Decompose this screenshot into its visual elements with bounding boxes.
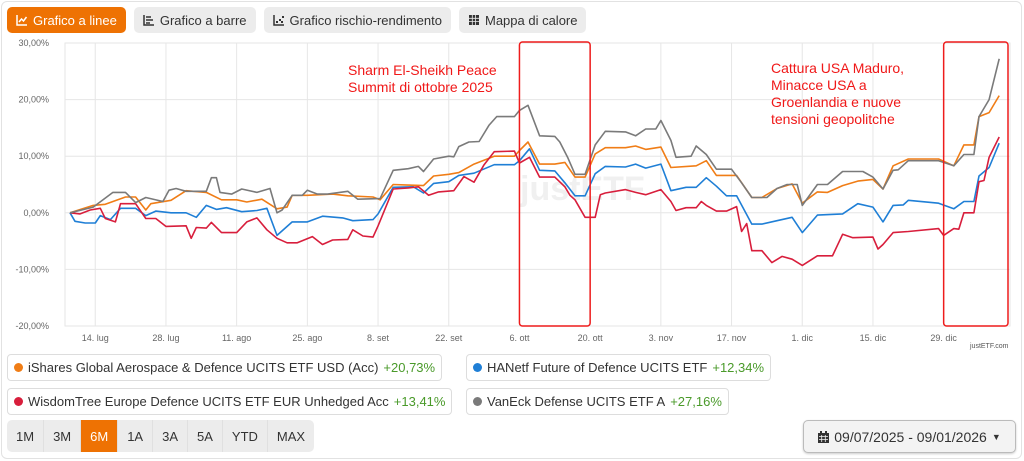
legend-value: +13,41%	[393, 394, 446, 409]
y-tick-label: -10,00%	[15, 264, 49, 274]
legend-item-hanetf[interactable]: HANetf Future of Defence UCITS ETF +12,3…	[466, 354, 772, 381]
scatter-chart-icon	[272, 15, 284, 26]
tab-heatmap[interactable]: Mappa di calore	[458, 7, 587, 33]
annotation-peace-summit: Sharm El-Sheikh Peace Summit di ottobre …	[348, 62, 497, 96]
legend-name: HANetf Future of Defence UCITS ETF	[487, 360, 708, 375]
chevron-down-icon: ▼	[991, 431, 1001, 442]
series-line-3	[69, 136, 1000, 267]
legend-value: +20,73%	[383, 360, 436, 375]
series-line-1	[69, 95, 1000, 214]
annotation-maduro: Cattura USA Maduro, Minacce USA a Groenl…	[771, 60, 904, 128]
range-1m[interactable]: 1M	[7, 420, 45, 452]
series-dot-icon	[14, 363, 23, 372]
tab-risk-return[interactable]: Grafico rischio-rendimento	[263, 7, 451, 33]
x-tick-label: 11. ago	[222, 333, 251, 343]
credit: justETF.com	[970, 343, 1009, 350]
series-dot-icon	[473, 363, 482, 372]
annotation-line: Minacce USA a	[771, 77, 867, 93]
y-tick-label: 30,00%	[18, 38, 49, 48]
x-tick-label: 1. dic	[791, 333, 813, 343]
grid-icon	[468, 15, 479, 25]
highlight-box	[942, 41, 1009, 327]
tab-label: Grafico rischio-rendimento	[289, 12, 442, 28]
tab-label: Grafico a barre	[159, 12, 247, 28]
x-tick-label: 20. ott	[578, 333, 604, 343]
legend-name: iShares Global Aerospace & Defence UCITS…	[28, 360, 379, 375]
series-line-4	[69, 58, 1000, 214]
range-5a[interactable]: 5A	[188, 420, 223, 452]
bar-chart-icon	[143, 15, 154, 26]
x-tick-label: 22. set	[435, 333, 463, 343]
annotation-line: Summit di ottobre 2025	[348, 79, 493, 95]
date-range-picker[interactable]: 09/07/2025 - 09/01/2026 ▼	[803, 420, 1016, 453]
x-tick-label: 28. lug	[152, 333, 179, 343]
legend-value: +12,34%	[712, 360, 765, 375]
chart-type-tabs: Grafico a linee Grafico a barre Grafico …	[7, 7, 587, 33]
range-6m[interactable]: 6M	[81, 420, 119, 452]
x-tick-label: 6. ott	[509, 333, 530, 343]
annotation-line: tensioni geopolitche	[771, 111, 895, 127]
x-tick-label: 14. lug	[82, 333, 109, 343]
x-tick-label: 8. set	[367, 333, 390, 343]
range-3m[interactable]: 3M	[44, 420, 82, 452]
x-tick-label: 3. nov	[649, 333, 674, 343]
y-tick-label: 20,00%	[18, 95, 49, 105]
series-dot-icon	[14, 397, 23, 406]
range-selector: 1M 3M 6M 1A 3A 5A YTD MAX	[7, 420, 315, 452]
line-chart: -20,00% -10,00% 0,00% 10,00% 20,00% 30,00% 14.…	[15, 38, 1011, 343]
series-dot-icon	[473, 397, 482, 406]
chart-grid: -20,00% -10,00% 0,00% 10,00% 20,00% 30,00% 14.…	[15, 38, 1011, 343]
tab-label: Grafico a linee	[33, 12, 117, 28]
x-tick-label: 29. dic	[930, 333, 957, 343]
tab-line-chart[interactable]: Grafico a linee	[7, 7, 126, 33]
range-ytd[interactable]: YTD	[223, 420, 268, 452]
legend-name: VanEck Defense UCITS ETF A	[487, 394, 666, 409]
y-tick-label: -20,00%	[15, 321, 49, 331]
legend-item-ishares[interactable]: iShares Global Aerospace & Defence UCITS…	[7, 354, 443, 381]
highlight-box	[518, 41, 591, 327]
range-1a[interactable]: 1A	[118, 420, 154, 452]
tab-bar-chart[interactable]: Grafico a barre	[133, 7, 256, 33]
range-max[interactable]: MAX	[276, 428, 306, 444]
legend-item-wisdomtree[interactable]: WisdomTree Europe Defence UCITS ETF EUR …	[7, 388, 453, 415]
tab-label: Mappa di calore	[484, 12, 578, 28]
annotation-line: Sharm El-Sheikh Peace	[348, 62, 497, 78]
calendar-icon	[818, 430, 830, 443]
x-tick-label: 15. dic	[860, 333, 887, 343]
annotation-line: Groenlandia e nuove	[771, 94, 901, 110]
legend-name: WisdomTree Europe Defence UCITS ETF EUR …	[28, 394, 389, 409]
x-tick-label: 25. ago	[292, 333, 322, 343]
series-line-2	[69, 142, 1000, 237]
legend-value: +27,16%	[670, 394, 722, 409]
y-tick-label: 0,00%	[23, 208, 49, 218]
line-chart-icon	[16, 15, 28, 26]
legend-item-vaneck[interactable]: VanEck Defense UCITS ETF A +27,16%	[466, 388, 729, 415]
y-tick-label: 10,00%	[18, 151, 49, 161]
range-3a[interactable]: 3A	[153, 420, 188, 452]
x-tick-label: 17. nov	[717, 333, 747, 343]
date-range-value: 09/07/2025 - 09/01/2026	[834, 428, 987, 445]
annotation-line: Cattura USA Maduro,	[771, 60, 905, 76]
